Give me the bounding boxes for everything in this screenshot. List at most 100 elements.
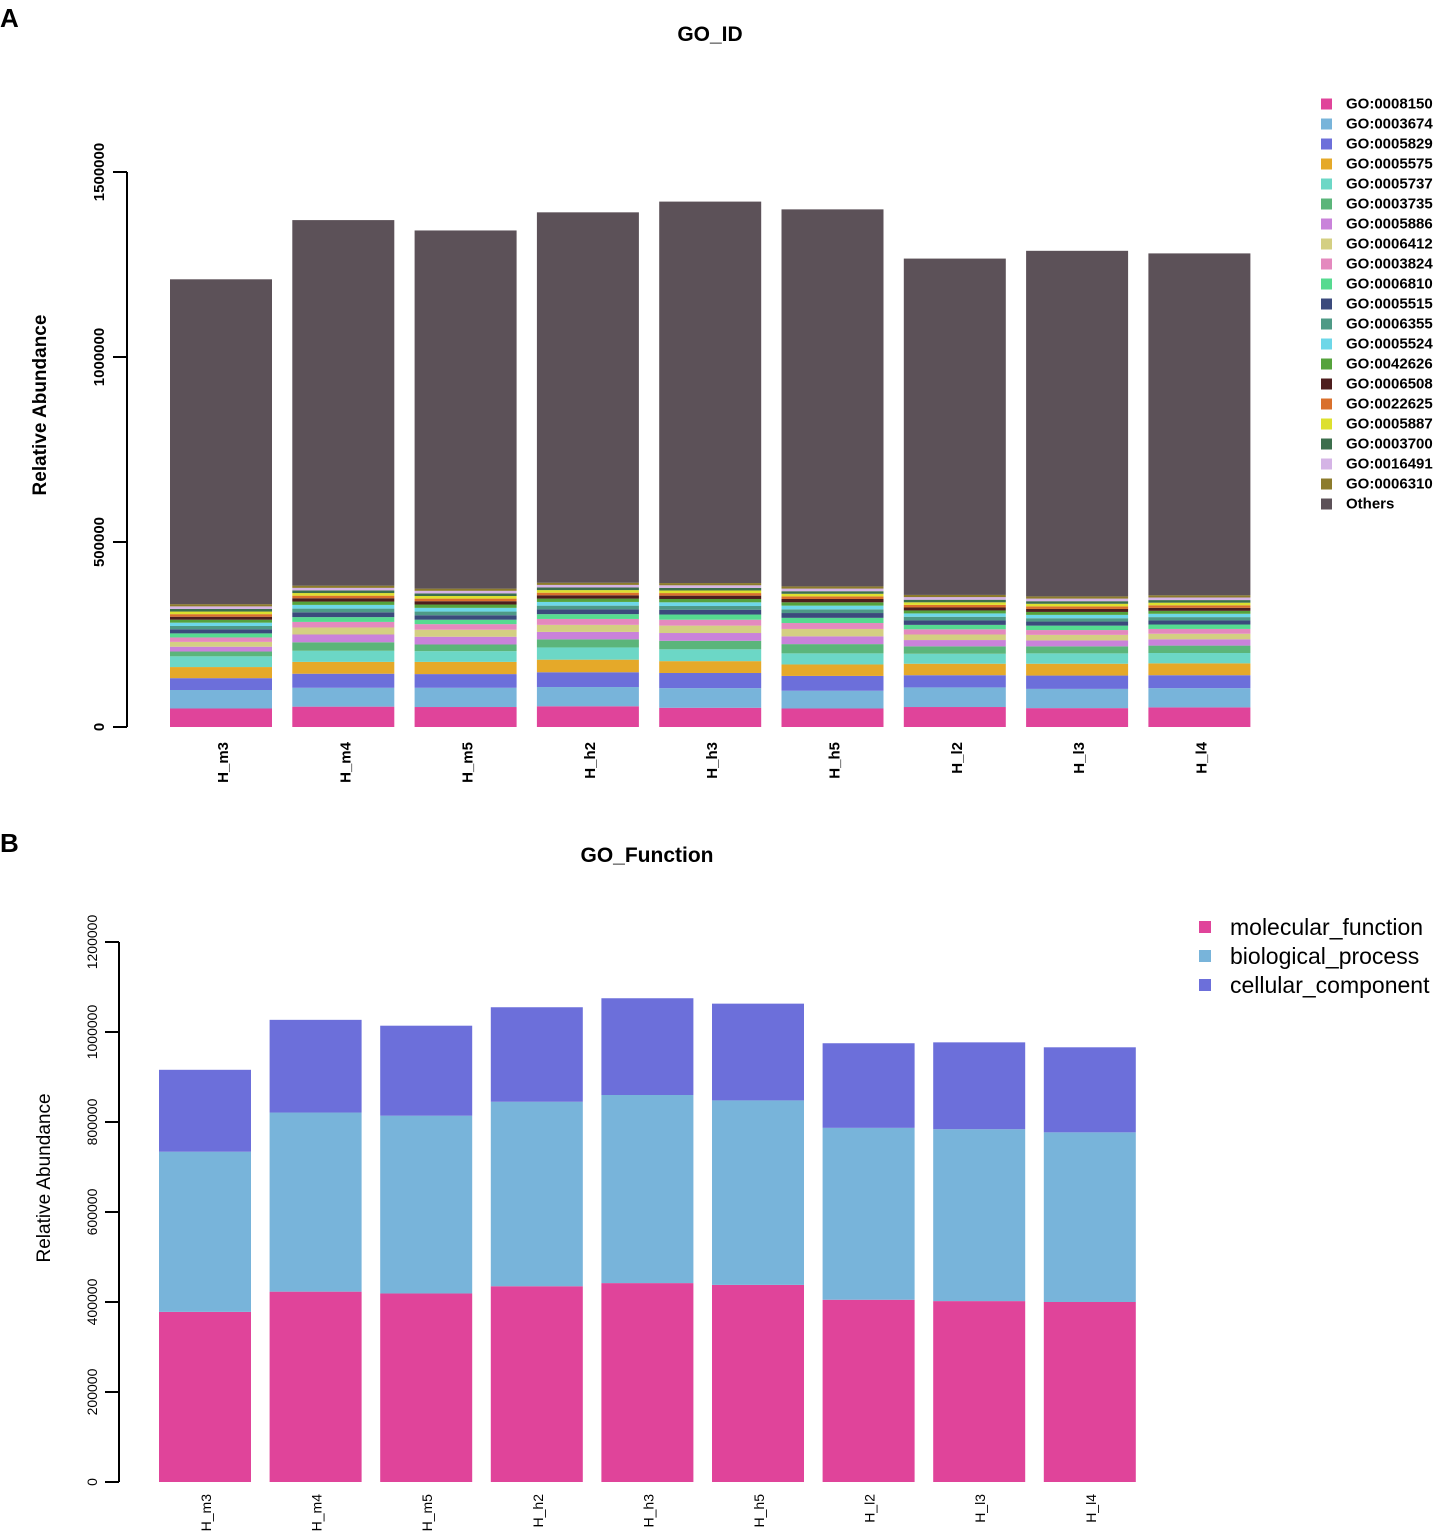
chart-a-bar-H_h5-GO-0005737 <box>781 653 884 665</box>
chart-a-legend-label: GO:0005829 <box>1346 136 1433 153</box>
chart-a-bar-H_h3-GO-0016491 <box>659 585 762 588</box>
chart-a-bar-H_h5-GO-0005524 <box>781 605 884 610</box>
chart-a-x-tick-label: H_h2 <box>582 742 599 779</box>
chart-b-bar-H_h3-cellular-component <box>601 998 694 1095</box>
chart-b-bar-H_h2-biological-process <box>490 1101 583 1287</box>
chart-a-legend-swatch <box>1321 498 1332 510</box>
chart-a-bar-H_m5-GO-0003824 <box>414 624 517 630</box>
chart-a-bar-H_l3-GO-0005737 <box>1026 653 1129 664</box>
chart-a-bar-H_m5-GO-0008150 <box>414 707 517 727</box>
chart-b-bar-H_l4-biological-process <box>1043 1132 1136 1302</box>
chart-a-bar-H_l4-GO-0008150 <box>1148 707 1251 727</box>
chart-b-plot: 0 200000 400000 600000 800000 1000000 1200000 H… <box>84 915 1136 1532</box>
chart-a-legend-swatch <box>1321 358 1332 370</box>
chart-a-bar-H_l2-GO-0005886 <box>903 640 1006 647</box>
chart-b-bar-H_m3-biological-process <box>159 1151 251 1312</box>
chart-a-bar-H_h5-GO-0006412 <box>781 628 884 637</box>
chart-a-bar-H_h2-GO-0005829 <box>536 672 639 688</box>
chart-a-legend-swatch <box>1321 178 1332 190</box>
chart-a-bar-H_l3-GO-0005886 <box>1026 640 1129 647</box>
chart-a-bar-H_m3-Others <box>170 279 272 605</box>
chart-a-bar-H_m3-GO-0006310 <box>170 604 272 607</box>
chart-a-bar-H_h3-GO-0005886 <box>659 633 762 641</box>
chart-a-bar-H_m4-GO-0005575 <box>292 661 395 674</box>
chart-a-x-tick-label: H_l3 <box>1071 742 1088 774</box>
chart-a-bar-H_m4-GO-0005829 <box>292 673 395 688</box>
chart-a-bar-H_l4-GO-0022625 <box>1148 605 1251 608</box>
chart-a-bar-H_l3-GO-0022625 <box>1026 606 1129 609</box>
chart-a-legend-label: GO:0005887 <box>1346 416 1433 433</box>
chart-a-legend-swatch <box>1321 98 1332 110</box>
chart-b-y-tick-label: 400000 <box>84 1278 100 1325</box>
panel-label-b: B <box>0 828 19 858</box>
chart-a-bar-H_h5-GO-0006508 <box>781 598 884 603</box>
chart-b-legend-label: biological_process <box>1230 943 1419 969</box>
chart-a-bar-H_m3-GO-0005829 <box>170 678 272 690</box>
chart-a-bar-H_l2-GO-0016491 <box>903 597 1006 600</box>
chart-a-y-tick-label: 0 <box>91 723 108 731</box>
chart-b-bar-H_h2-cellular-component <box>490 1007 583 1102</box>
chart-a-bar-H_m4-GO-0022625 <box>292 595 395 599</box>
chart-a-bar-H_l3-GO-0003824 <box>1026 630 1129 635</box>
chart-a-x-tick-label: H_h3 <box>704 742 721 779</box>
chart-a-bar-H_h5-Others <box>781 209 884 587</box>
chart-a-bar-H_l3-GO-0005887 <box>1026 603 1129 607</box>
chart-a-bar-H_h5-GO-0003735 <box>781 644 884 654</box>
chart-a-bar-H_m5-GO-0006412 <box>414 629 517 637</box>
chart-b-bar-H_l4-molecular-function <box>1043 1302 1136 1482</box>
chart-b-bar-H_l2-biological-process <box>822 1127 915 1300</box>
chart-b-y-tick-label: 800000 <box>84 1098 100 1145</box>
chart-a-bar-H_l2-Others <box>903 258 1006 595</box>
chart-a-bar-H_l3-GO-0003674 <box>1026 688 1129 709</box>
chart-b-x-tick-label: H_m5 <box>419 1494 435 1532</box>
chart-a-legend-label: GO:0016491 <box>1346 456 1433 473</box>
chart-a-bar-H_h5-GO-0005886 <box>781 636 884 645</box>
chart-a-bar-H_h5-GO-0003700 <box>781 591 884 594</box>
chart-a-bar-H_l2-GO-0005737 <box>903 653 1006 664</box>
chart-a-bar-H_h3-GO-0022625 <box>659 593 762 596</box>
chart-a-bar-H_m3-GO-0006412 <box>170 641 272 647</box>
chart-a-legend-swatch <box>1321 378 1332 390</box>
chart-b-bar-H_h3-biological-process <box>601 1095 694 1284</box>
chart-b-x-tick-label: H_l3 <box>972 1494 988 1523</box>
chart-b-y-tick-label: 1000000 <box>84 1005 100 1060</box>
chart-a-legend-swatch <box>1321 298 1332 310</box>
chart-b-x-tick-label: H_m3 <box>198 1494 214 1532</box>
chart-a-legend-label: GO:0006412 <box>1346 236 1433 253</box>
chart-a-bar-H_m4-GO-0006355 <box>292 608 395 613</box>
chart-a-legend-label: GO:0008150 <box>1346 96 1433 113</box>
chart-a-legend-swatch <box>1321 118 1332 130</box>
chart-b-bar-H_m3-molecular-function <box>159 1311 251 1482</box>
chart-a-bar-H_l2-GO-0005515 <box>903 620 1006 625</box>
chart-a-bar-H_m5-GO-0005887 <box>414 596 517 599</box>
chart-a-bar-H_h5-GO-0005575 <box>781 664 884 676</box>
chart-a-bar-H_l4-GO-0003735 <box>1148 645 1251 653</box>
chart-a-bar-H_m4-GO-0005515 <box>292 612 395 618</box>
chart-a-bar-H_l2-GO-0042626 <box>903 610 1006 614</box>
chart-a-bar-H_m4-GO-0003735 <box>292 642 395 651</box>
chart-b-bar-H_m3-cellular-component <box>159 1069 251 1152</box>
chart-a-bar-H_l2-GO-0006310 <box>903 594 1006 598</box>
chart-a-bar-H_m4-GO-0003700 <box>292 590 395 594</box>
chart-a-legend-swatch <box>1321 278 1332 290</box>
chart-a-bar-H_h2-GO-0003700 <box>536 587 639 591</box>
chart-a-bar-H_l4-Others <box>1148 253 1251 596</box>
chart-a-bar-H_h3-Others <box>659 201 762 584</box>
chart-a-bar-H_l2-GO-0005524 <box>903 613 1006 617</box>
chart-b-bar-H_l3-cellular-component <box>933 1042 1026 1130</box>
chart-a-legend: GO:0008150 GO:0003674 GO:0005829 GO:0005575… <box>1321 96 1433 513</box>
chart-a-bar-H_m5-GO-0006810 <box>414 619 517 625</box>
chart-a-legend-swatch <box>1321 338 1332 350</box>
chart-a-bar-H_m4-GO-0003824 <box>292 621 395 628</box>
chart-a-bar-H_h5-GO-0005829 <box>781 675 884 691</box>
chart-a-bar-H_m5-GO-0003735 <box>414 644 517 652</box>
chart-a-bar-H_l2-GO-0005887 <box>903 602 1006 605</box>
chart-a-legend-swatch <box>1321 458 1332 470</box>
chart-a-legend-label: GO:0005575 <box>1346 156 1433 173</box>
chart-a-bar-H_h2-GO-0005737 <box>536 647 639 660</box>
chart-a-bar-H_l3-GO-0006310 <box>1026 596 1129 599</box>
chart-b-legend-label: cellular_component <box>1230 972 1430 998</box>
chart-a-bar-H_h3-GO-0005575 <box>659 661 762 673</box>
chart-a-legend-label: Others <box>1346 496 1394 513</box>
